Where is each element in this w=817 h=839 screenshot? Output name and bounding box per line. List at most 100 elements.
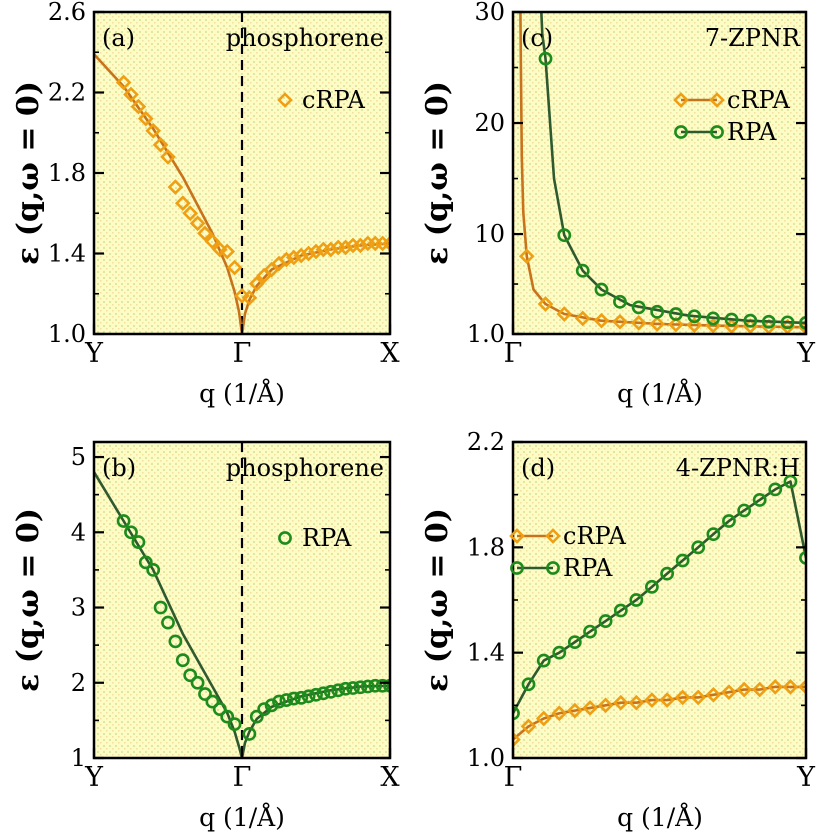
crpa-point xyxy=(668,316,684,333)
panel-b-legend: RPA xyxy=(278,524,352,552)
rpa-point xyxy=(124,525,138,540)
crpa-point xyxy=(767,679,784,695)
rpa-point xyxy=(183,668,198,683)
panel-d-label: (d) xyxy=(521,454,555,482)
rpa-point xyxy=(375,678,390,693)
rpa-point xyxy=(198,687,212,701)
crpa-point xyxy=(736,681,753,698)
panel-b-xlabel: q (1/Å) xyxy=(199,802,285,832)
crpa-point xyxy=(285,249,302,266)
crpa-point xyxy=(123,86,139,103)
crpa-point xyxy=(137,110,154,127)
rpa-point xyxy=(743,313,758,328)
crpa-point xyxy=(686,317,703,333)
crpa-point xyxy=(721,684,737,701)
rpa-point xyxy=(660,566,675,581)
rpa-point xyxy=(220,709,235,724)
panel-a-plot xyxy=(94,12,390,334)
panel-b-plot xyxy=(94,442,390,758)
xtick-label: Γ xyxy=(504,338,523,369)
crpa-point xyxy=(659,692,675,708)
rpa-point xyxy=(513,706,520,721)
xtick-label: X xyxy=(380,338,400,369)
legend-marker xyxy=(278,531,292,545)
rpa-point xyxy=(783,474,798,489)
panel-a-legend: cRPA xyxy=(277,86,365,114)
rpa-point xyxy=(153,600,168,615)
rpa-point xyxy=(190,675,205,690)
panel-c-background xyxy=(513,12,806,334)
panel-d-ylabel: ε (q,ω = 0) xyxy=(420,508,455,692)
legend-marker xyxy=(510,561,524,575)
rpa-point xyxy=(264,698,279,713)
rpa-point xyxy=(557,228,572,243)
crpa-point xyxy=(145,122,162,139)
rpa-point xyxy=(552,645,567,660)
panel-a: 1.0 1.4 1.8 2.2 2.6 Y Γ X (a) phosphorene cRPA… xyxy=(11,0,400,408)
rpa-point xyxy=(669,307,683,321)
panel-c-label: (c) xyxy=(521,24,553,52)
panel-d-plot xyxy=(513,474,806,748)
panel-a-xlabel: q (1/Å) xyxy=(199,378,285,408)
crpa-point xyxy=(582,700,598,716)
crpa-point xyxy=(674,689,691,706)
rpa-point xyxy=(706,311,721,326)
rpa-point xyxy=(536,653,551,668)
ytick-label: 2.2 xyxy=(467,428,505,456)
rpa-point xyxy=(249,709,264,724)
ytick-label: 4 xyxy=(71,518,86,546)
panel-a-yticks: 1.0 1.4 1.8 2.2 2.6 xyxy=(48,0,390,348)
rpa-point xyxy=(780,315,795,330)
ytick-label: 1.0 xyxy=(48,320,86,348)
rpa-point xyxy=(338,681,353,696)
ytick-label: 1.0 xyxy=(467,744,505,772)
crpa-point xyxy=(705,686,722,703)
rpa-point xyxy=(768,482,783,497)
rpa-point xyxy=(309,687,323,702)
rpa-point xyxy=(360,679,375,694)
legend-marker xyxy=(277,92,293,108)
legend-marker xyxy=(673,92,689,108)
panel-b-label: (b) xyxy=(102,454,136,482)
rpa-point xyxy=(521,677,536,692)
rpa-point xyxy=(675,553,690,568)
crpa-point xyxy=(241,289,258,306)
legend-cRPA-marker xyxy=(673,92,725,108)
ytick-label: 1.4 xyxy=(467,639,505,667)
rpa-point xyxy=(761,314,776,329)
rpa-point xyxy=(205,694,220,709)
panel-b-yticks: 1 2 3 4 5 xyxy=(71,443,390,772)
rpa-point xyxy=(737,503,752,518)
rpa-point xyxy=(227,717,242,732)
crpa-point xyxy=(612,694,629,711)
crpa-point xyxy=(278,251,295,268)
crpa-point xyxy=(690,689,707,706)
rpa-point xyxy=(691,540,706,555)
rpa-point xyxy=(644,579,659,594)
rpa-point xyxy=(575,263,590,278)
crpa-point xyxy=(189,215,206,232)
rpa-point xyxy=(368,678,383,693)
rpa-point xyxy=(598,614,613,628)
rpa-point xyxy=(257,702,272,716)
rpa-point xyxy=(594,282,609,297)
rpa-point xyxy=(323,684,338,699)
legend-marker xyxy=(710,125,724,139)
rpa-point xyxy=(629,593,644,607)
panel-c-plot xyxy=(518,12,806,334)
crpa-point xyxy=(337,239,354,256)
rpa-point xyxy=(131,535,146,549)
xtick-label: Y xyxy=(84,338,104,369)
crpa-point xyxy=(649,316,665,332)
legend-RPA-label: RPA xyxy=(727,118,777,146)
ytick-label: 30 xyxy=(474,0,505,26)
ytick-label: 5 xyxy=(71,443,86,471)
crpa-point xyxy=(782,679,799,695)
crpa-point xyxy=(167,179,184,195)
panel-c-yticks: 1.0 10 20 30 xyxy=(467,0,806,348)
xtick-label: Y xyxy=(796,762,816,793)
